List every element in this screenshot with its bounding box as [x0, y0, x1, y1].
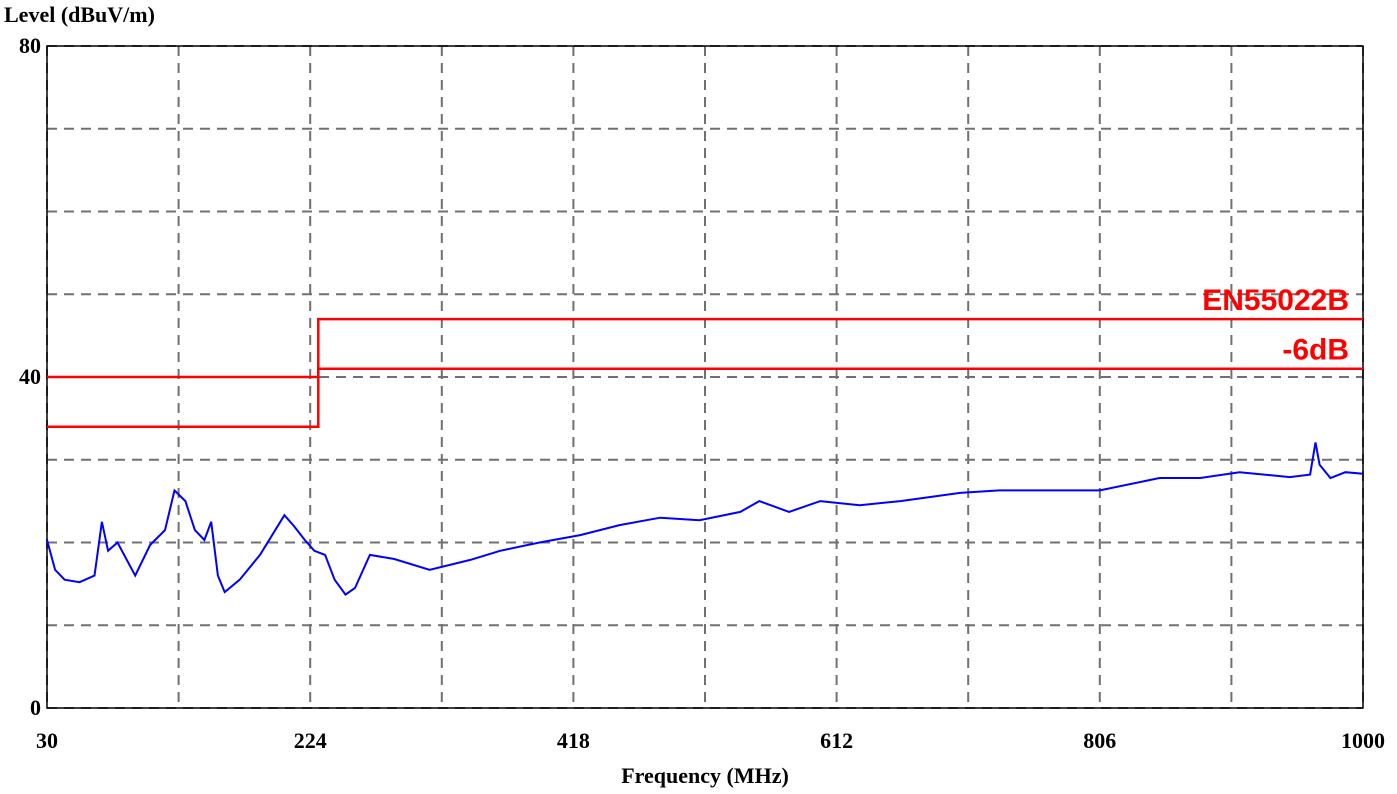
x-axis-label: Frequency (MHz)	[621, 763, 789, 788]
y-tick-label: 0	[30, 695, 41, 720]
limit-label: EN55022B	[1202, 284, 1349, 317]
series-line	[47, 317, 1363, 379]
y-tick-label: 80	[19, 33, 41, 58]
x-tick-label: 30	[36, 728, 58, 753]
y-axis-label: Level (dBuV/m)	[4, 2, 155, 27]
x-tick-label: 806	[1083, 728, 1116, 753]
series-line	[47, 367, 1363, 428]
x-tick-label: 612	[820, 728, 853, 753]
x-tick-label: 1000	[1341, 728, 1385, 753]
x-tick-label: 418	[557, 728, 590, 753]
y-tick-label: 40	[19, 364, 41, 389]
series-line	[46, 442, 1364, 596]
x-tick-label: 224	[294, 728, 327, 753]
limit-label: -6dB	[1282, 334, 1349, 367]
